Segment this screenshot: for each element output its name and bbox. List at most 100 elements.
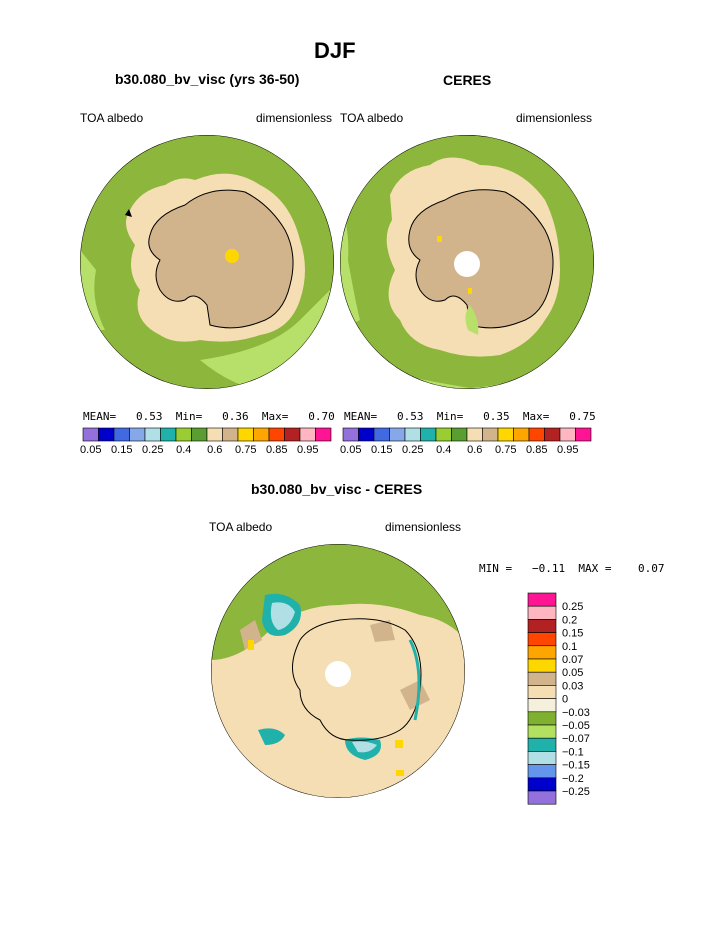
colorbar-swatch	[466, 427, 483, 442]
colorbar-swatch	[527, 592, 557, 607]
colorbar-tick-label: 0.85	[526, 444, 547, 456]
colorbar-swatch	[451, 427, 468, 442]
colorbar-tick-label: 0.4	[436, 444, 451, 456]
left-variable-label: TOA albedo	[80, 111, 144, 125]
colorbar-swatch	[435, 427, 452, 442]
page-title: DJF	[314, 38, 356, 63]
colorbar-swatch	[527, 658, 557, 673]
diff-map	[211, 544, 465, 798]
colorbar-swatch	[544, 427, 561, 442]
colorbar-swatch	[299, 427, 316, 442]
colorbar-tick-label: −0.25	[562, 786, 590, 798]
colorbar-swatch	[527, 645, 557, 660]
left-mean-value: 0.53	[136, 410, 163, 423]
colorbar-swatch	[482, 427, 499, 442]
colorbar-swatch	[513, 427, 530, 442]
diff-stats: MIN = −0.11 MAX = 0.07	[479, 562, 665, 575]
colorbar-swatch	[527, 605, 557, 620]
left-max-label: Max=	[261, 410, 289, 423]
colorbar-swatch	[98, 427, 115, 442]
right-mean-label: MEAN=	[344, 410, 378, 423]
colorbar-swatch	[497, 427, 514, 442]
left-stats: MEAN= 0.53 Min= 0.36 Max= 0.70	[83, 410, 335, 423]
left-min-label: Min=	[175, 410, 203, 423]
colorbar-tick-label: 0.15	[371, 444, 392, 456]
right-max-label: Max=	[522, 410, 550, 423]
right-units-label: dimensionless	[516, 111, 593, 125]
colorbar-swatch	[527, 632, 557, 647]
diff-units-label: dimensionless	[385, 520, 462, 534]
colorbar-swatch	[342, 427, 359, 442]
colorbar-tick-label: 0.95	[557, 444, 578, 456]
diff-variable-label: TOA albedo	[209, 520, 273, 534]
colorbar-swatch	[528, 427, 545, 442]
colorbar-tick-label: 0.1	[562, 641, 577, 653]
colorbar-swatch	[527, 724, 557, 739]
left-min-value: 0.36	[222, 410, 249, 423]
colorbar-tick-label: 0.4	[176, 444, 191, 456]
right-max-value: 0.75	[569, 410, 596, 423]
colorbar-swatch	[268, 427, 285, 442]
colorbar-swatch	[527, 737, 557, 752]
left-panel-title: b30.080_bv_visc (yrs 36-50)	[115, 71, 300, 87]
right-map	[340, 135, 594, 389]
colorbar-swatch	[144, 427, 161, 442]
diff-colorbar: 0.250.20.150.10.070.050.030−0.03−0.05−0.…	[527, 592, 590, 805]
diff-max-value: 0.07	[638, 562, 665, 575]
colorbar-tick-label: 0.25	[142, 444, 163, 456]
colorbar-tick-label: 0.95	[297, 444, 318, 456]
colorbar-swatch	[527, 619, 557, 633]
colorbar-swatch	[237, 427, 254, 442]
colorbar-swatch	[160, 427, 177, 442]
colorbar-swatch	[373, 427, 390, 442]
colorbar-swatch	[129, 427, 146, 442]
colorbar-swatch	[404, 427, 421, 442]
left-mean-label: MEAN=	[83, 410, 117, 423]
diff-panel-title: b30.080_bv_visc - CERES	[251, 481, 423, 497]
colorbar-tick-label: −0.05	[562, 720, 590, 732]
diff-min-label: MIN =	[479, 562, 513, 575]
colorbar-swatch	[527, 685, 557, 699]
colorbar-swatch	[191, 427, 208, 442]
colorbar-swatch	[253, 427, 270, 442]
right-mean-value: 0.53	[397, 410, 424, 423]
colorbar-swatch	[575, 427, 592, 442]
diff-min-value: −0.11	[532, 562, 566, 575]
colorbar-tick-label: 0.03	[562, 680, 583, 692]
colorbar-swatch	[175, 427, 192, 442]
colorbar-swatch	[222, 427, 239, 442]
colorbar-swatch	[206, 427, 223, 442]
colorbar-tick-label: 0.07	[562, 654, 583, 666]
colorbar-swatch	[389, 427, 406, 442]
colorbar-swatch	[527, 777, 557, 792]
colorbar-swatch	[527, 711, 557, 726]
colorbar-tick-label: −0.2	[562, 773, 584, 785]
colorbar-tick-label: 0.85	[266, 444, 287, 456]
right-min-label: Min=	[436, 410, 464, 423]
colorbar-tick-label: −0.07	[562, 733, 590, 745]
colorbar-tick-label: 0.05	[80, 444, 101, 456]
colorbar-tick-label: −0.15	[562, 760, 590, 772]
colorbar-swatch	[559, 427, 576, 442]
colorbar-swatch	[284, 427, 301, 442]
right-colorbar: 0.05 0.15 0.25 0.4 0.6 0.75 0.85 0.95	[340, 427, 592, 456]
colorbar-tick-label: −0.1	[562, 746, 584, 758]
colorbar-tick-label: 0.15	[111, 444, 132, 456]
colorbar-swatch	[527, 751, 557, 765]
left-map	[80, 135, 334, 389]
colorbar-tick-label: 0.05	[562, 667, 583, 679]
left-colorbar: 0.05 0.15 0.25 0.4 0.6 0.75 0.85 0.95	[80, 427, 332, 456]
diff-max-label: MAX =	[578, 562, 612, 575]
colorbar-tick-label: 0.05	[340, 444, 361, 456]
colorbar-tick-label: 0.75	[495, 444, 516, 456]
colorbar-swatch	[527, 790, 557, 805]
colorbar-tick-label: 0.25	[402, 444, 423, 456]
colorbar-swatch	[358, 427, 375, 442]
left-max-value: 0.70	[308, 410, 335, 423]
colorbar-tick-label: 0.2	[562, 614, 577, 626]
left-units-label: dimensionless	[256, 111, 333, 125]
colorbar-tick-label: 0.6	[467, 444, 482, 456]
colorbar-tick-label: 0.25	[562, 601, 583, 613]
colorbar-swatch	[82, 427, 99, 442]
